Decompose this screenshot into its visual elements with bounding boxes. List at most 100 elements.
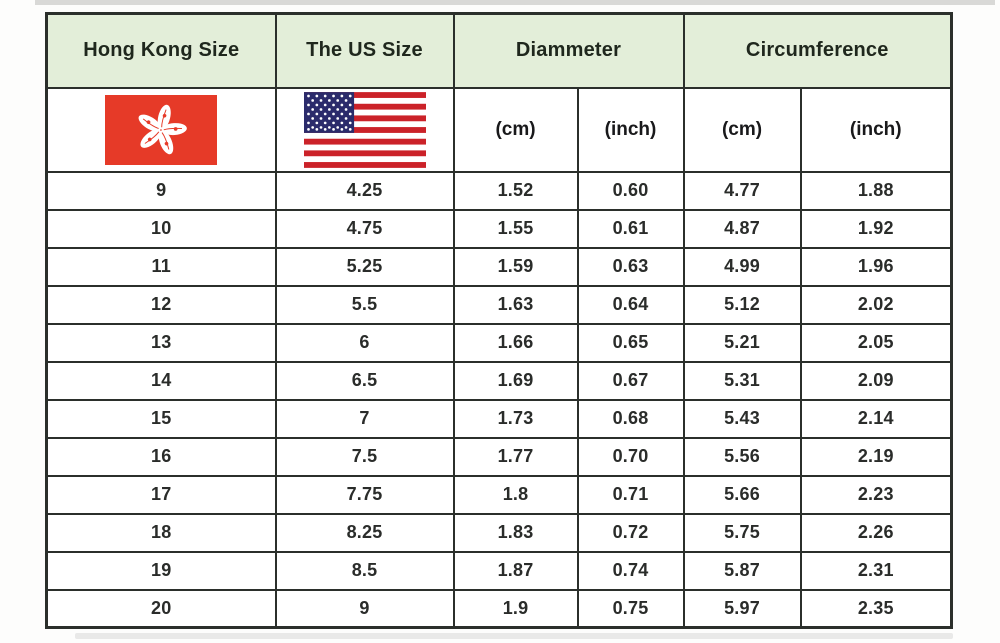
circumference-cm-cell: 5.43 (682, 398, 802, 439)
circumference-inch-cell: 2.31 (799, 550, 953, 591)
table-row: 19 8.5 1.87 0.74 5.87 2.31 (45, 550, 953, 591)
header-diameter: Diammeter (452, 12, 685, 89)
table-row: 12 5.5 1.63 0.64 5.12 2.02 (45, 284, 953, 325)
us-flag-cell (274, 86, 455, 173)
us-size-cell: 7 (274, 398, 455, 439)
diameter-cm-cell: 1.55 (452, 208, 579, 249)
hk-size-cell: 10 (45, 208, 277, 249)
circumference-inch-cell: 2.26 (799, 512, 953, 553)
hk-size-cell: 12 (45, 284, 277, 325)
hk-size-cell: 9 (45, 170, 277, 211)
circumference-cm-cell: 4.77 (682, 170, 802, 211)
us-size-cell: 7.5 (274, 436, 455, 477)
circumference-inch-cell: 1.88 (799, 170, 953, 211)
diameter-inch-cell: 0.65 (576, 322, 685, 363)
diameter-inch-cell: 0.74 (576, 550, 685, 591)
top-edge-strip (35, 0, 995, 5)
diameter-inch-cell: 0.70 (576, 436, 685, 477)
diameter-inch-cell: 0.67 (576, 360, 685, 401)
table-body: 9 4.25 1.52 0.60 4.77 1.88 10 4.75 1.55 … (45, 170, 953, 629)
circumference-inch-cell: 2.19 (799, 436, 953, 477)
hong-kong-flag-cell (45, 86, 277, 173)
header-hong-kong-size: Hong Kong Size (45, 12, 277, 89)
diameter-cm-cell: 1.52 (452, 170, 579, 211)
diameter-cm-cell: 1.59 (452, 246, 579, 287)
us-size-cell: 4.75 (274, 208, 455, 249)
circumference-inch-cell: 1.96 (799, 246, 953, 287)
table-row: 11 5.25 1.59 0.63 4.99 1.96 (45, 246, 953, 287)
us-size-cell: 8.5 (274, 550, 455, 591)
table-row: 14 6.5 1.69 0.67 5.31 2.09 (45, 360, 953, 401)
unit-diameter-cm: (cm) (452, 86, 579, 173)
circumference-cm-cell: 5.97 (682, 588, 802, 629)
us-size-cell: 9 (274, 588, 455, 629)
diameter-cm-cell: 1.83 (452, 512, 579, 553)
hk-size-cell: 16 (45, 436, 277, 477)
us-size-cell: 6 (274, 322, 455, 363)
hk-size-cell: 14 (45, 360, 277, 401)
circumference-inch-cell: 2.05 (799, 322, 953, 363)
diameter-cm-cell: 1.66 (452, 322, 579, 363)
hk-size-cell: 17 (45, 474, 277, 515)
table-row: 9 4.25 1.52 0.60 4.77 1.88 (45, 170, 953, 211)
diameter-inch-cell: 0.75 (576, 588, 685, 629)
circumference-cm-cell: 5.87 (682, 550, 802, 591)
circumference-inch-cell: 2.23 (799, 474, 953, 515)
table-row: 15 7 1.73 0.68 5.43 2.14 (45, 398, 953, 439)
circumference-cm-cell: 4.87 (682, 208, 802, 249)
hk-size-cell: 15 (45, 398, 277, 439)
circumference-cm-cell: 5.56 (682, 436, 802, 477)
circumference-inch-cell: 2.02 (799, 284, 953, 325)
diameter-inch-cell: 0.61 (576, 208, 685, 249)
circumference-cm-cell: 4.99 (682, 246, 802, 287)
diameter-cm-cell: 1.9 (452, 588, 579, 629)
circumference-cm-cell: 5.31 (682, 360, 802, 401)
circumference-cm-cell: 5.12 (682, 284, 802, 325)
table-row: 13 6 1.66 0.65 5.21 2.05 (45, 322, 953, 363)
hk-size-cell: 11 (45, 246, 277, 287)
circumference-inch-cell: 2.14 (799, 398, 953, 439)
diameter-cm-cell: 1.77 (452, 436, 579, 477)
table-row: 16 7.5 1.77 0.70 5.56 2.19 (45, 436, 953, 477)
hong-kong-flag-icon (105, 94, 218, 165)
unit-circumference-cm: (cm) (682, 86, 802, 173)
us-size-cell: 6.5 (274, 360, 455, 401)
circumference-inch-cell: 2.35 (799, 588, 953, 629)
circumference-cm-cell: 5.66 (682, 474, 802, 515)
table-row: 10 4.75 1.55 0.61 4.87 1.92 (45, 208, 953, 249)
diameter-inch-cell: 0.68 (576, 398, 685, 439)
hk-size-cell: 19 (45, 550, 277, 591)
diameter-cm-cell: 1.63 (452, 284, 579, 325)
unit-diameter-inch: (inch) (576, 86, 685, 173)
circumference-inch-cell: 1.92 (799, 208, 953, 249)
diameter-inch-cell: 0.72 (576, 512, 685, 553)
ring-size-conversion-table: Hong Kong Size The US Size Diammeter Cir… (45, 12, 954, 629)
diameter-cm-cell: 1.8 (452, 474, 579, 515)
hk-size-cell: 18 (45, 512, 277, 553)
us-size-cell: 4.25 (274, 170, 455, 211)
diameter-inch-cell: 0.71 (576, 474, 685, 515)
diameter-inch-cell: 0.60 (576, 170, 685, 211)
bottom-edge-strip (75, 633, 953, 639)
header-us-size: The US Size (274, 12, 455, 89)
table-row: 18 8.25 1.83 0.72 5.75 2.26 (45, 512, 953, 553)
us-size-cell: 8.25 (274, 512, 455, 553)
header-circumference: Circumference (682, 12, 953, 89)
circumference-cm-cell: 5.75 (682, 512, 802, 553)
us-flag-icon (303, 91, 426, 168)
diameter-inch-cell: 0.64 (576, 284, 685, 325)
hk-size-cell: 13 (45, 322, 277, 363)
table-row: 20 9 1.9 0.75 5.97 2.35 (45, 588, 953, 629)
circumference-inch-cell: 2.09 (799, 360, 953, 401)
diameter-cm-cell: 1.87 (452, 550, 579, 591)
diameter-cm-cell: 1.73 (452, 398, 579, 439)
unit-circumference-inch: (inch) (799, 86, 953, 173)
diameter-cm-cell: 1.69 (452, 360, 579, 401)
header-row: Hong Kong Size The US Size Diammeter Cir… (45, 12, 953, 89)
table-row: 17 7.75 1.8 0.71 5.66 2.23 (45, 474, 953, 515)
us-size-cell: 5.5 (274, 284, 455, 325)
flag-unit-row: (cm) (inch) (cm) (inch) (45, 86, 953, 173)
us-size-cell: 7.75 (274, 474, 455, 515)
diameter-inch-cell: 0.63 (576, 246, 685, 287)
hk-size-cell: 20 (45, 588, 277, 629)
